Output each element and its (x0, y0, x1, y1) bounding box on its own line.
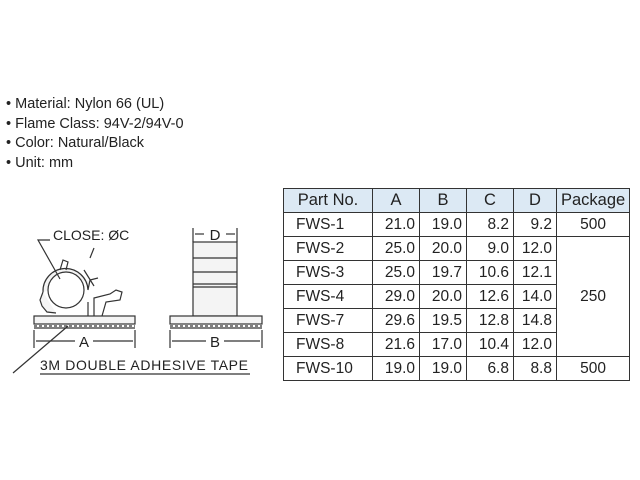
d-label: D (210, 227, 221, 244)
a-cell: 21.0 (372, 212, 420, 237)
d-cell: 8.8 (513, 356, 557, 381)
header-a: A (372, 188, 420, 213)
b-label: B (210, 334, 220, 351)
a-cell: 19.0 (372, 356, 420, 381)
c-cell: 8.2 (466, 212, 514, 237)
header-package: Package (555, 188, 631, 213)
table-row: FWS-7 29.6 19.5 12.8 14.8 (283, 308, 630, 333)
c-cell: 6.8 (466, 356, 514, 381)
d-cell: 9.2 (513, 212, 557, 237)
d-cell: 14.0 (513, 284, 557, 309)
part-no-cell: FWS-8 (283, 332, 373, 357)
spec-color: Color: Natural/Black (6, 134, 184, 154)
part-no-cell: FWS-7 (283, 308, 373, 333)
c-cell: 9.0 (466, 236, 514, 261)
part-no-cell: FWS-2 (283, 236, 373, 261)
part-no-cell: FWS-10 (283, 356, 373, 381)
d-cell: 14.8 (513, 308, 557, 333)
b-cell: 19.0 (419, 212, 467, 237)
spec-list: Material: Nylon 66 (UL) Flame Class: 94V… (6, 95, 184, 174)
b-cell: 19.5 (419, 308, 467, 333)
clip-dimension-drawing: A CLOSE: ØC D B 3M DOUBLE ADHESIVE TAPE (12, 227, 263, 375)
d-cell: 12.0 (513, 332, 557, 357)
table-row: FWS-2 25.0 20.0 9.0 12.0 250 (283, 236, 631, 357)
b-cell: 17.0 (419, 332, 467, 357)
b-cell: 19.0 (419, 356, 467, 381)
c-cell: 10.6 (466, 260, 514, 285)
part-no-cell: FWS-4 (283, 284, 373, 309)
tape-label: 3M DOUBLE ADHESIVE TAPE (40, 357, 248, 373)
clip-front-view (192, 241, 238, 317)
spec-unit: Unit: mm (6, 154, 184, 174)
package-cell: 500 (555, 356, 631, 381)
table-row: FWS-1 21.0 19.0 8.2 9.2 500 (283, 212, 631, 237)
a-label: A (79, 334, 89, 351)
tape-leader-line (12, 325, 69, 374)
clip-side-view (39, 247, 123, 317)
spec-material: Material: Nylon 66 (UL) (6, 95, 184, 115)
a-cell: 25.0 (372, 236, 420, 261)
table-row: FWS-8 21.6 17.0 10.4 12.0 (283, 332, 630, 357)
header-c: C (466, 188, 514, 213)
dimension-table: Part No. A B C D Package FWS-1 21.0 19.0 8.… (283, 188, 631, 381)
a-cell: 21.6 (372, 332, 420, 357)
package-cell: 500 (555, 212, 631, 237)
d-cell: 12.0 (513, 236, 557, 261)
package-cell: 250 (555, 236, 631, 357)
c-cell: 12.8 (466, 308, 514, 333)
table-row: FWS-3 25.0 19.7 10.6 12.1 (283, 260, 630, 285)
table-header-row: Part No. A B C D Package (283, 188, 631, 213)
b-cell: 19.7 (419, 260, 467, 285)
header-part-no: Part No. (283, 188, 373, 213)
header-b: B (419, 188, 467, 213)
left-base (33, 315, 136, 325)
b-cell: 20.0 (419, 236, 467, 261)
a-cell: 25.0 (372, 260, 420, 285)
c-cell: 10.4 (466, 332, 514, 357)
right-base (169, 315, 263, 325)
header-d: D (513, 188, 557, 213)
d-cell: 12.1 (513, 260, 557, 285)
a-cell: 29.0 (372, 284, 420, 309)
part-no-cell: FWS-1 (283, 212, 373, 237)
spec-flame-class: Flame Class: 94V-2/94V-0 (6, 115, 183, 135)
table-row: FWS-10 19.0 19.0 6.8 8.8 500 (283, 356, 631, 381)
b-cell: 20.0 (419, 284, 467, 309)
part-no-cell: FWS-3 (283, 260, 373, 285)
a-cell: 29.6 (372, 308, 420, 333)
c-cell: 12.6 (466, 284, 514, 309)
table-row: FWS-4 29.0 20.0 12.6 14.0 (283, 284, 630, 309)
close-label: CLOSE: ØC (53, 227, 129, 243)
close-leader-line (36, 239, 61, 280)
